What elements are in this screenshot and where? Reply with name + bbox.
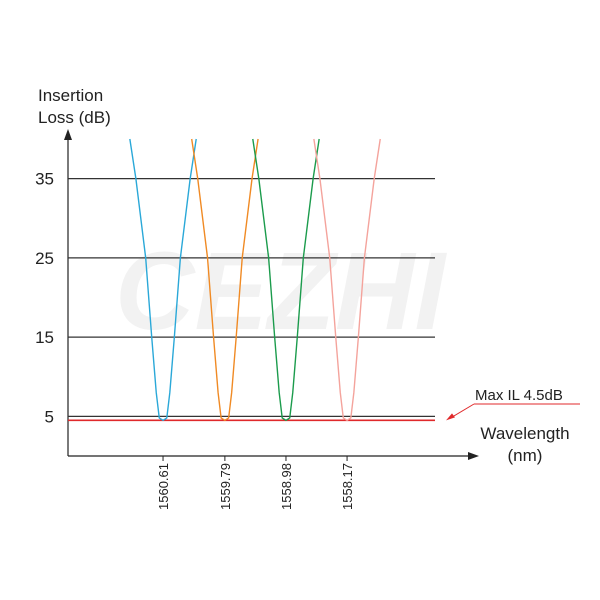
y-tick-label: 35 — [35, 170, 54, 189]
annotation-arrow — [449, 403, 475, 419]
x-tick-label: 1559.79 — [218, 463, 233, 510]
series-line — [191, 138, 259, 422]
y-tick-label: 15 — [35, 328, 54, 347]
series-line — [252, 138, 320, 422]
y-tick-label: 5 — [45, 407, 54, 426]
watermark: CEZHI — [115, 230, 447, 353]
y-axis-arrow — [64, 129, 72, 140]
x-tick-label: 1560.61 — [156, 463, 171, 510]
x-axis-label: Wavelength — [480, 424, 569, 443]
y-axis-label: Loss (dB) — [38, 108, 111, 127]
annotation-arrowhead — [446, 413, 455, 421]
series-line — [129, 138, 197, 422]
annotation: Max IL 4.5dB — [475, 387, 563, 404]
x-axis-label: (nm) — [508, 446, 543, 465]
y-tick-label: 25 — [35, 249, 54, 268]
y-axis-label: Insertion — [38, 86, 103, 105]
series-line — [313, 138, 381, 422]
x-tick-label: 1558.17 — [340, 463, 355, 510]
x-axis-arrow — [468, 452, 479, 460]
x-tick-label: 1558.98 — [279, 463, 294, 510]
